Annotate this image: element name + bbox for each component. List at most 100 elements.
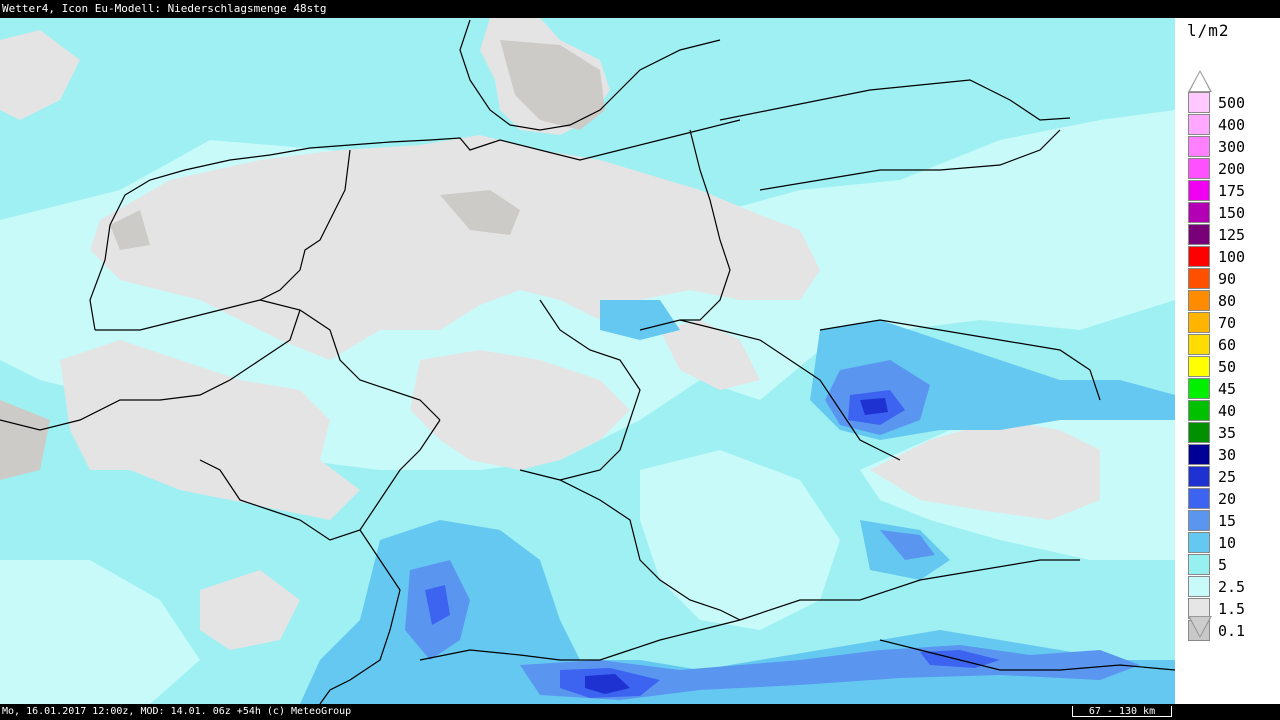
legend-swatch	[1188, 92, 1210, 113]
legend-bin: 300	[1188, 136, 1278, 158]
legend-bin-label: 5	[1218, 556, 1228, 574]
legend-bin: 45	[1188, 378, 1278, 400]
legend-bin-label: 0.1	[1218, 622, 1246, 640]
border-alps	[879, 639, 1175, 671]
legend-bin: 40	[1188, 400, 1278, 422]
legend-bin: 90	[1188, 268, 1278, 290]
heavy-precip-area	[600, 300, 680, 340]
legend-bin: 10	[1188, 532, 1278, 554]
legend-bin-label: 400	[1218, 116, 1246, 134]
legend-swatch	[1188, 268, 1210, 289]
legend-swatch	[1188, 114, 1210, 135]
legend-bin-label: 20	[1218, 490, 1237, 508]
legend-swatch	[1188, 290, 1210, 311]
legend-swatch	[1188, 202, 1210, 223]
legend-bin-label: 15	[1218, 512, 1237, 530]
legend-swatch	[1188, 356, 1210, 377]
scale-bar: 67 - 130 km	[1072, 706, 1172, 717]
dry-area-austria-hungary	[870, 420, 1100, 520]
legend-bin-label: 25	[1218, 468, 1237, 486]
legend-swatch	[1188, 246, 1210, 267]
coastline-netherlands	[89, 119, 741, 331]
border-slovakia	[819, 319, 1101, 401]
trace-precip-area	[500, 40, 605, 130]
legend-bin-label: 100	[1218, 248, 1246, 266]
border-netherlands-germany	[259, 149, 351, 301]
trace-precip-area	[0, 400, 50, 480]
country-borders	[0, 19, 1175, 704]
legend-bin-label: 500	[1218, 94, 1246, 112]
dry-area-switzerland	[200, 570, 300, 650]
dry-area-central	[410, 350, 630, 470]
legend-swatch	[1188, 532, 1210, 553]
legend-bin-label: 2.5	[1218, 578, 1246, 596]
legend-bin: 30	[1188, 444, 1278, 466]
legend-bin-label: 45	[1218, 380, 1237, 398]
dry-area-benelux-france	[60, 340, 360, 520]
dry-area-bohemia	[660, 320, 760, 390]
legend-swatch	[1188, 422, 1210, 443]
legend-swatch	[1188, 488, 1210, 509]
very-heavy-precip-area	[880, 530, 935, 560]
legend-underflow-arrow-icon	[1188, 616, 1212, 638]
legend-bin: 125	[1188, 224, 1278, 246]
footer-info: Mo, 16.01.2017 12:00z, MOD: 14.01. 06z +…	[2, 706, 352, 717]
dry-area-netherlands-germany	[90, 135, 820, 360]
legend-bin: 35	[1188, 422, 1278, 444]
border-luxembourg	[299, 309, 441, 421]
legend-bin-label: 150	[1218, 204, 1246, 222]
legend-bin: 400	[1188, 114, 1278, 136]
legend-panel: l/m2 500 400 300 200 175 150 125 100 90 80 70 60 50 4…	[1175, 18, 1280, 704]
title-bar: Wetter4, Icon Eu-Modell: Niederschlagsme…	[0, 0, 1280, 18]
legend-bin-label: 125	[1218, 226, 1246, 244]
border-germany-switzerland	[319, 529, 401, 704]
legend-swatch	[1188, 136, 1210, 157]
legend-swatch	[1188, 224, 1210, 245]
legend-bin: 175	[1188, 180, 1278, 202]
legend-bin: 150	[1188, 202, 1278, 224]
legend-bin-label: 200	[1218, 160, 1246, 178]
extreme-precip-area	[585, 674, 630, 694]
legend-bin: 500	[1188, 92, 1278, 114]
legend-bin: 60	[1188, 334, 1278, 356]
map-title: Wetter4, Icon Eu-Modell: Niederschlagsme…	[2, 2, 327, 15]
border-germany-east	[539, 299, 641, 481]
legend-bins: 500 400 300 200 175 150 125 100 90 80 70 60 50 45 40 35…	[1188, 92, 1278, 642]
legend-bin-label: 35	[1218, 424, 1237, 442]
legend-swatch	[1188, 334, 1210, 355]
coastline-denmark	[459, 19, 721, 131]
legend-bin-label: 30	[1218, 446, 1237, 464]
precipitation-map[interactable]	[0, 18, 1175, 704]
legend-bin-label: 70	[1218, 314, 1237, 332]
footer-bar: Mo, 16.01.2017 12:00z, MOD: 14.01. 06z +…	[0, 704, 1280, 720]
border-czech-poland	[639, 319, 901, 461]
border-germany-czech	[519, 469, 741, 621]
light-precip-area	[0, 560, 200, 704]
legend-swatch	[1188, 400, 1210, 421]
legend-bin-label: 1.5	[1218, 600, 1246, 618]
scale-label: 67 - 130 km	[1088, 706, 1156, 717]
border-austria-hungary	[739, 559, 1080, 621]
border-germany-france	[199, 419, 441, 541]
border-germany-poland	[680, 129, 731, 321]
border-poland-east	[759, 129, 1061, 191]
legend-swatch	[1188, 554, 1210, 575]
legend-swatch	[1188, 180, 1210, 201]
legend-bin: 50	[1188, 356, 1278, 378]
legend-bin-label: 10	[1218, 534, 1237, 552]
legend-bin: 70	[1188, 312, 1278, 334]
legend-unit: l/m2	[1187, 21, 1230, 40]
legend-bin-label: 300	[1218, 138, 1246, 156]
legend-swatch	[1188, 378, 1210, 399]
legend-bin: 15	[1188, 510, 1278, 532]
light-precip-area	[640, 450, 840, 630]
legend-bin: 200	[1188, 158, 1278, 180]
map-svg	[0, 18, 1175, 704]
trace-precip-area	[110, 210, 150, 250]
legend-bin: 20	[1188, 488, 1278, 510]
legend-bin-label: 50	[1218, 358, 1237, 376]
legend-bin-label: 80	[1218, 292, 1237, 310]
legend-bin: 2.5	[1188, 576, 1278, 598]
dry-area-uk	[0, 30, 80, 120]
legend-bin: 80	[1188, 290, 1278, 312]
